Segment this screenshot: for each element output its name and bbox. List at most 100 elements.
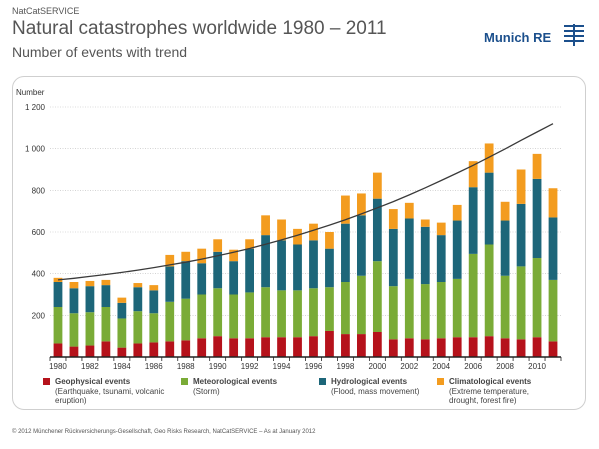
events-chart: Number 200 400 600 800 1 000 1 200 1980 1982 1984… [16, 88, 562, 371]
bar-hydrological [420, 226, 430, 285]
bar-geophysical [229, 338, 239, 357]
source-label: NatCatSERVICE [12, 6, 80, 16]
bar-meteorological [356, 275, 366, 335]
bar-meteorological [404, 278, 414, 339]
bar-geophysical [133, 343, 143, 357]
page-subtitle: Number of events with trend [12, 44, 188, 60]
bar-geophysical [388, 339, 398, 357]
bar-hydrological [468, 187, 478, 254]
bar-climatological [117, 297, 127, 303]
bar-hydrological [213, 251, 223, 289]
bar-meteorological [149, 313, 159, 343]
legend-description: (Extreme temperature, drought, forest fi… [449, 387, 530, 405]
bar-climatological [133, 283, 143, 288]
bar-hydrological [245, 248, 255, 293]
legend-title: Hydrological events [331, 377, 408, 386]
bar-hydrological [149, 290, 159, 314]
legend-description: (Earthquake, tsunami, volcanic eruption) [55, 387, 165, 405]
bar-geophysical [293, 337, 302, 357]
bar-meteorological [53, 307, 63, 344]
bar-climatological [245, 239, 255, 249]
bar-meteorological [213, 288, 223, 337]
bar-climatological [229, 249, 239, 262]
bar-climatological [197, 248, 207, 264]
bar-climatological [548, 188, 558, 218]
legend-swatch [437, 378, 444, 385]
bar-meteorological [420, 284, 430, 340]
bar-meteorological [325, 287, 334, 331]
bar-hydrological [117, 302, 127, 319]
bar-climatological [213, 239, 223, 252]
bar-geophysical [309, 336, 318, 357]
bar-hydrological [532, 178, 542, 259]
logo-text: Munich RE [484, 30, 552, 45]
x-tick-label: 1984 [113, 362, 131, 371]
bar-geophysical [484, 336, 494, 357]
bar-meteorological [388, 286, 398, 340]
x-tick-label: 1990 [209, 362, 227, 371]
y-tick-label: 600 [32, 228, 46, 237]
legend-title: Geophysical events [55, 377, 131, 386]
bar-geophysical [404, 338, 414, 357]
bar-meteorological [309, 288, 318, 337]
bar-climatological [101, 279, 111, 286]
bar-climatological [452, 204, 462, 221]
bar-geophysical [341, 334, 350, 357]
x-tick-label: 1982 [81, 362, 99, 371]
bar-climatological [325, 232, 334, 249]
x-tick-label: 2010 [528, 362, 546, 371]
bar-climatological [484, 143, 494, 173]
bar-hydrological [452, 220, 462, 279]
bar-geophysical [261, 337, 270, 357]
y-tick-label: 400 [32, 270, 46, 279]
bar-geophysical [420, 339, 430, 357]
legend-description: (Flood, mass movement) [331, 387, 420, 396]
bar-hydrological [85, 286, 95, 313]
bar-meteorological [500, 275, 510, 339]
bar-hydrological [293, 244, 302, 291]
bar-geophysical [101, 341, 111, 357]
bar-geophysical [325, 330, 334, 357]
x-tick-label: 2004 [432, 362, 450, 371]
page-title: Natural catastrophes worldwide 1980 – 20… [12, 18, 387, 39]
bar-climatological [532, 153, 542, 179]
bar-meteorological [293, 290, 302, 338]
bar-climatological [69, 282, 79, 289]
munich-re-logo-icon [561, 22, 587, 48]
bar-climatological [149, 285, 159, 291]
bar-climatological [420, 219, 430, 227]
bar-geophysical [213, 336, 223, 357]
legend-title: Meteorological events [193, 377, 278, 386]
bar-climatological [261, 215, 270, 236]
x-tick-label: 2002 [400, 362, 418, 371]
bar-geophysical [69, 346, 79, 357]
bar-geophysical [181, 340, 191, 357]
legend-swatch [319, 378, 326, 385]
bar-hydrological [181, 261, 191, 299]
x-tick-label: 2006 [464, 362, 482, 371]
bar-geophysical [245, 338, 255, 357]
x-tick-label: 2000 [368, 362, 386, 371]
bar-meteorological [133, 311, 143, 344]
bar-climatological [277, 219, 286, 241]
bar-meteorological [372, 261, 382, 332]
bar-hydrological [69, 288, 79, 314]
bar-climatological [372, 172, 382, 199]
chart-panel: Number 200 400 600 800 1 000 1 200 1980 1982 1984… [12, 76, 586, 410]
bar-climatological [356, 193, 366, 216]
bar-hydrological [356, 215, 366, 276]
bar-climatological [341, 195, 350, 224]
legend-title: Climatological events [449, 377, 532, 386]
bar-hydrological [341, 223, 350, 282]
bar-meteorological [277, 290, 286, 338]
y-axis-label: Number [16, 88, 45, 97]
bar-meteorological [516, 266, 526, 340]
y-tick-label: 800 [32, 186, 46, 195]
bar-geophysical [356, 334, 366, 357]
bar-climatological [165, 254, 175, 267]
bar-geophysical [516, 339, 526, 357]
bar-geophysical [500, 338, 510, 357]
bar-geophysical [372, 332, 382, 357]
x-tick-label: 2008 [496, 362, 514, 371]
bar-meteorological [452, 278, 462, 338]
